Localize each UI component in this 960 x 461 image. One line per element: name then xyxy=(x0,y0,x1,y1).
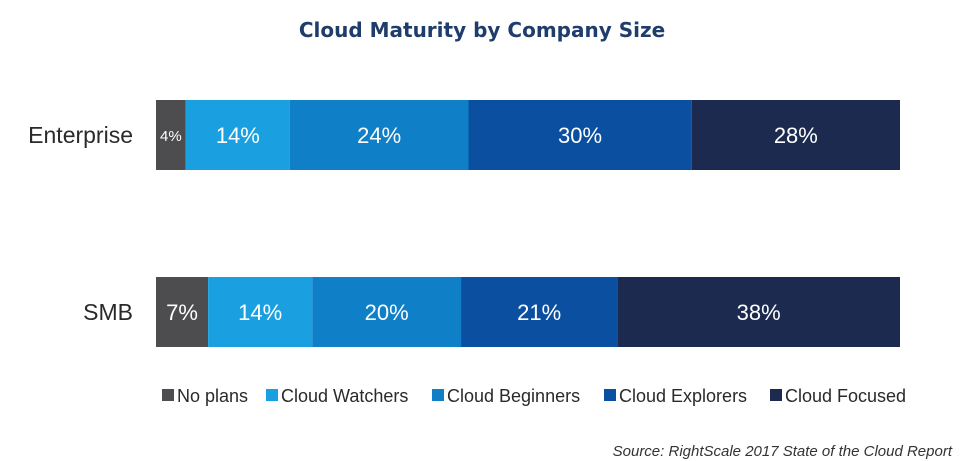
legend-swatch-cloud-beginners xyxy=(432,389,444,401)
legend-swatch-cloud-focused xyxy=(770,389,782,401)
bar-segment-enterprise-cloud-watchers xyxy=(185,100,290,170)
bar-segment-enterprise-no-plans xyxy=(156,100,186,170)
bar-segment-smb-no-plans xyxy=(156,277,209,347)
category-label-smb: SMB xyxy=(83,299,133,325)
bar-segment-smb-cloud-explorers xyxy=(461,277,618,347)
data-label-smb-no-plans: 7% xyxy=(166,300,198,325)
data-label-enterprise-cloud-explorers: 30% xyxy=(558,123,602,148)
data-label-smb-cloud-focused: 38% xyxy=(737,300,781,325)
source-note: Source: RightScale 2017 State of the Clo… xyxy=(613,443,953,460)
data-label-smb-cloud-explorers: 21% xyxy=(517,300,561,325)
bar-segment-smb-cloud-watchers xyxy=(208,277,313,347)
legend-swatch-cloud-explorers xyxy=(604,389,616,401)
bar-segment-enterprise-cloud-explorers xyxy=(468,100,692,170)
legend-swatch-no-plans xyxy=(162,389,174,401)
data-label-enterprise-cloud-beginners: 24% xyxy=(357,123,401,148)
legend: No plans Cloud Watchers Cloud Beginners Clo… xyxy=(162,386,906,406)
legend-label-cloud-watchers: Cloud Watchers xyxy=(281,386,408,406)
bar-segment-smb-cloud-beginners xyxy=(312,277,462,347)
data-label-smb-cloud-watchers: 14% xyxy=(238,300,282,325)
bars-group: Enterprise 4% 14% 24% 30% 28% SMB 7% 14% 20% 21% 38… xyxy=(28,100,900,347)
chart-title: Cloud Maturity by Company Size xyxy=(299,18,665,42)
legend-label-no-plans: No plans xyxy=(177,386,248,406)
category-label-enterprise: Enterprise xyxy=(28,122,133,148)
data-label-enterprise-cloud-watchers: 14% xyxy=(216,123,260,148)
data-label-enterprise-no-plans: 4% xyxy=(160,128,182,145)
legend-label-cloud-beginners: Cloud Beginners xyxy=(447,386,580,406)
data-label-smb-cloud-beginners: 20% xyxy=(365,300,409,325)
legend-label-cloud-focused: Cloud Focused xyxy=(785,386,906,406)
data-label-enterprise-cloud-focused: 28% xyxy=(774,123,818,148)
bar-segment-smb-cloud-focused xyxy=(617,277,900,347)
legend-label-cloud-explorers: Cloud Explorers xyxy=(619,386,747,406)
bar-segment-enterprise-cloud-beginners xyxy=(289,100,469,170)
legend-swatch-cloud-watchers xyxy=(266,389,278,401)
bar-segment-enterprise-cloud-focused xyxy=(691,100,900,170)
